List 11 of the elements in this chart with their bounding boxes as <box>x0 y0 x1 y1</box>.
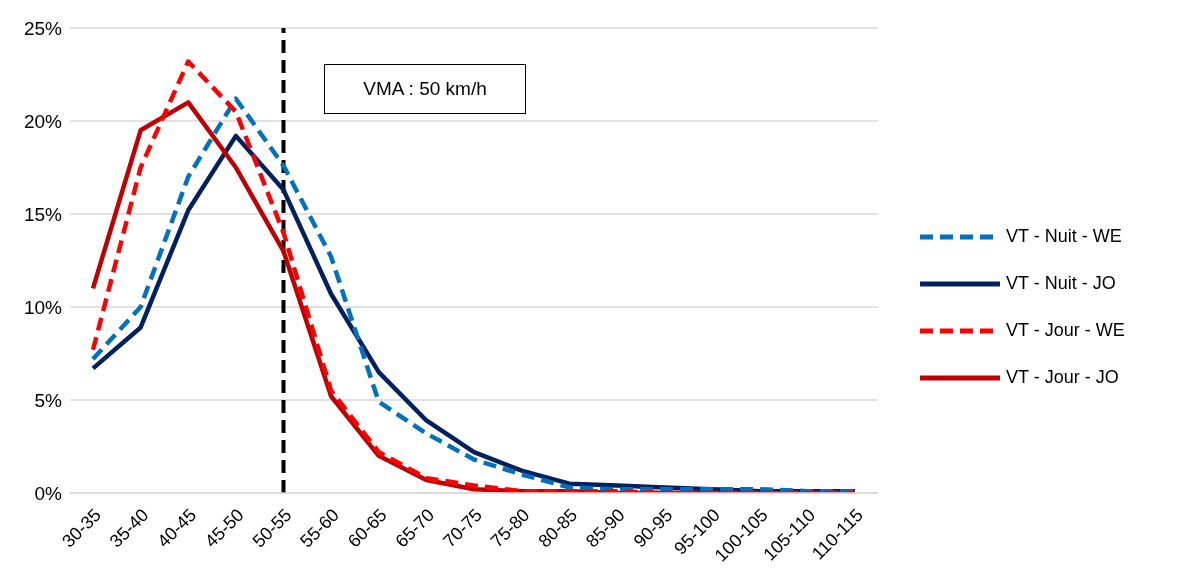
y-tick-label: 25% <box>23 17 63 39</box>
y-tick-label: 20% <box>23 110 63 132</box>
legend-label: VT - Nuit - JO <box>1006 273 1116 294</box>
text-box: VMA : 50 km/h <box>324 64 526 114</box>
y-tick-label: 5% <box>34 389 63 411</box>
legend-label: VT - Jour - JO <box>1006 367 1119 388</box>
y-tick-label: 10% <box>23 296 63 318</box>
legend-label: VT - Nuit - WE <box>1006 226 1122 247</box>
y-tick-label: 15% <box>23 203 63 225</box>
y-tick-label: 0% <box>34 482 63 504</box>
legend-label: VT - Jour - WE <box>1006 320 1125 341</box>
